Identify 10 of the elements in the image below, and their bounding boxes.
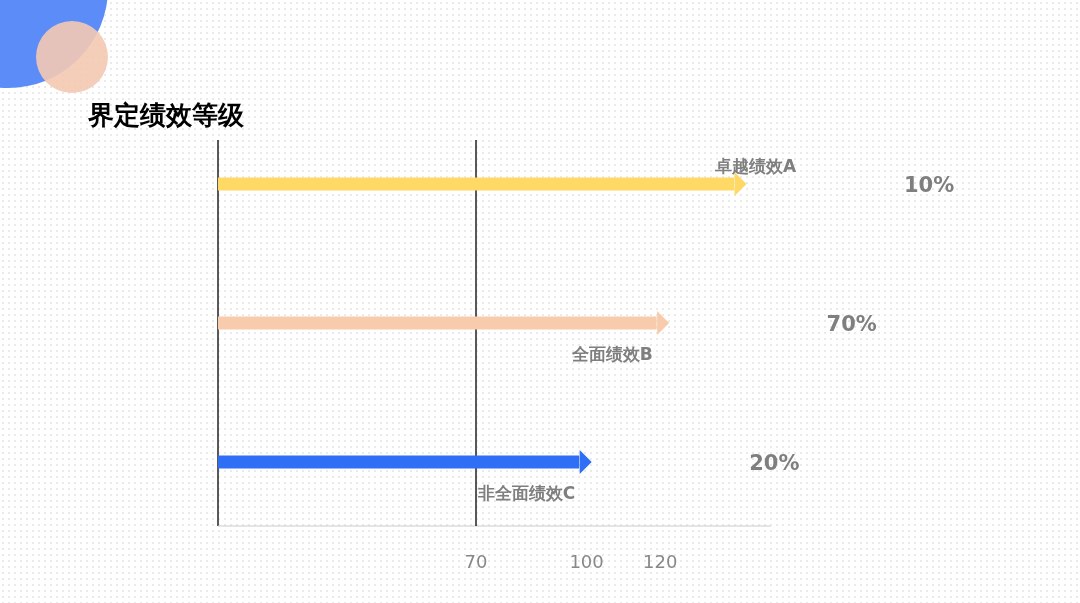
y-tick-label: 卓越绩效A bbox=[714, 156, 797, 176]
y-tick-label: 全面绩效B bbox=[570, 344, 653, 364]
x-tick-label: 70 bbox=[464, 551, 488, 572]
y-tick-label: 非全面绩效C bbox=[476, 483, 576, 503]
text: 10% bbox=[904, 173, 955, 197]
x-tick-label: 100 bbox=[569, 551, 604, 572]
chart-title: 界定绩效等级 bbox=[87, 100, 245, 130]
x-tick-label: 120 bbox=[643, 551, 678, 572]
text: 70% bbox=[826, 312, 877, 336]
annotation: 20% bbox=[749, 451, 800, 475]
